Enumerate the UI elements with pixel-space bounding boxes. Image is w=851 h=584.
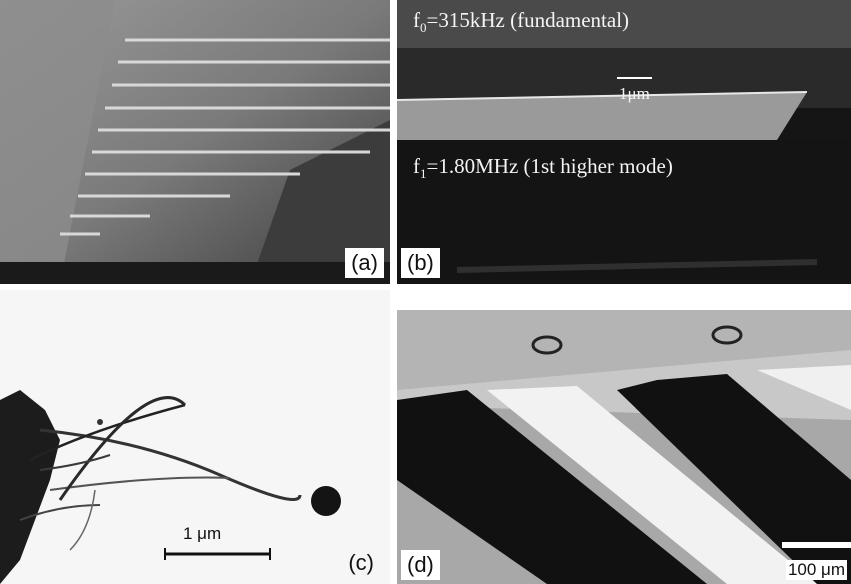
panel-c-label: (c) (348, 550, 374, 575)
mode-0-subscript: 0 (420, 20, 427, 36)
panel-a-label: (a) (345, 248, 384, 278)
panel-b-micrograph (397, 0, 851, 284)
panel-d-label: (d) (401, 550, 440, 580)
panel-d-scale-label: 100 μm (785, 560, 847, 580)
mode-0-symbol: f (413, 8, 420, 32)
panel-a-micrograph (0, 0, 390, 284)
panel-b-scale-label: 1μm (619, 84, 650, 103)
mode-0-frequency: f0=315kHz (fundamental) (413, 8, 629, 36)
panel-c-scale-label: 1 μm (183, 524, 222, 543)
panel-d-scale-bar (782, 542, 851, 548)
panel-c-micrograph (0, 290, 390, 584)
mode-1-frequency: f1=1.80MHz (1st higher mode) (413, 154, 673, 182)
panel-b: f0=315kHz (fundamental) 1μm f1=1.80MHz (… (397, 0, 851, 284)
panel-d-micrograph (397, 310, 851, 584)
mode-1-symbol: f (413, 154, 420, 178)
panel-b-label: (b) (401, 248, 440, 278)
panel-d: 100 μm (d) (397, 310, 851, 584)
mode-0-text: =315kHz (fundamental) (426, 8, 630, 32)
mode-1-text: =1.80MHz (1st higher mode) (426, 154, 673, 178)
mode-1-subscript: 1 (420, 166, 427, 182)
panel-c: 1 μm (c) (0, 290, 390, 584)
panel-a: (a) (0, 0, 390, 284)
